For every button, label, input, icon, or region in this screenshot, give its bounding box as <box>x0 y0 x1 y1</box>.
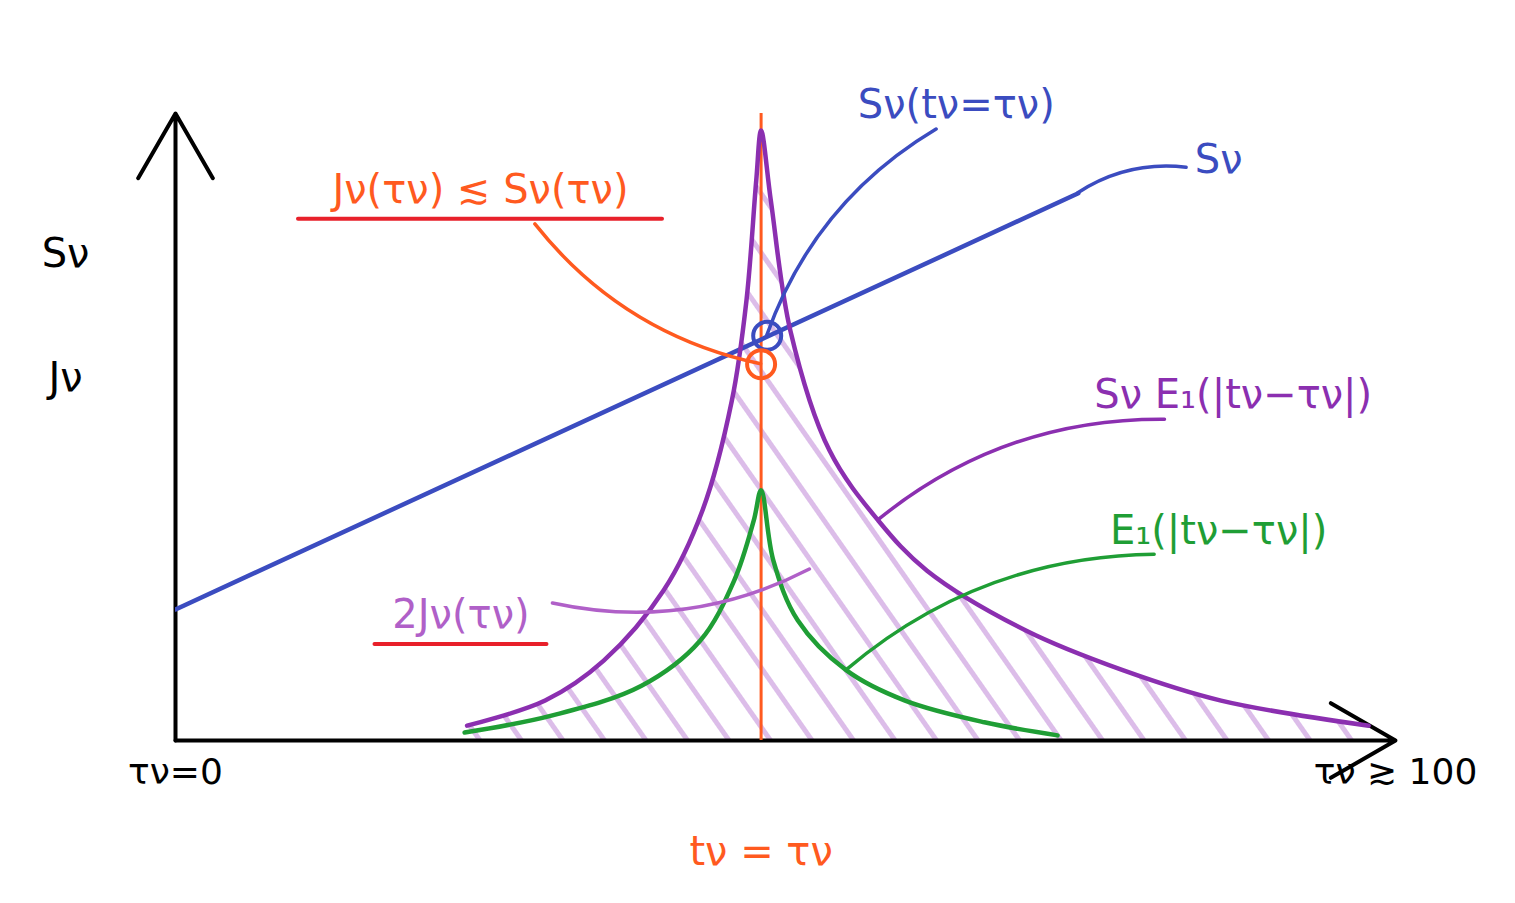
svg-text:tν = τν: tν = τν <box>689 828 832 874</box>
svg-text:Sν: Sν <box>1195 136 1243 182</box>
svg-text:E₁(|tν−τν|): E₁(|tν−τν|) <box>1110 507 1327 554</box>
svg-text:2Jν(τν): 2Jν(τν) <box>392 591 529 637</box>
svg-text:Sν(tν=τν): Sν(tν=τν) <box>858 81 1055 127</box>
svg-text:τν ≳ 100: τν ≳ 100 <box>1314 751 1478 792</box>
svg-text:Jν(τν) ≲ Sν(τν): Jν(τν) ≲ Sν(τν) <box>329 166 628 212</box>
svg-text:Sν E₁(|tν−τν|): Sν E₁(|tν−τν|) <box>1094 371 1372 418</box>
svg-text:SνJν: SνJν <box>42 230 90 400</box>
svg-text:τν=0: τν=0 <box>128 751 223 792</box>
